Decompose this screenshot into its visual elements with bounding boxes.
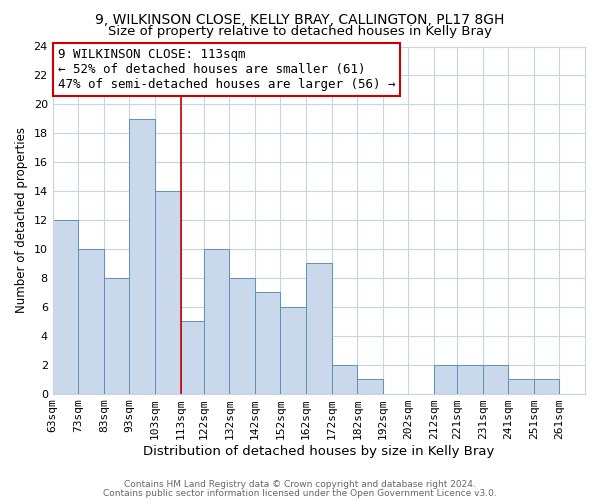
X-axis label: Distribution of detached houses by size in Kelly Bray: Distribution of detached houses by size …	[143, 444, 494, 458]
Bar	[457, 364, 482, 394]
Bar	[482, 364, 508, 394]
Bar	[357, 379, 383, 394]
Bar	[203, 249, 229, 394]
Bar	[332, 364, 357, 394]
Bar	[280, 307, 306, 394]
Bar	[155, 191, 181, 394]
Bar	[104, 278, 130, 394]
Bar	[78, 249, 104, 394]
Bar	[434, 364, 457, 394]
Bar	[508, 379, 534, 394]
Text: Contains HM Land Registry data © Crown copyright and database right 2024.: Contains HM Land Registry data © Crown c…	[124, 480, 476, 489]
Text: Contains public sector information licensed under the Open Government Licence v3: Contains public sector information licen…	[103, 488, 497, 498]
Bar	[53, 220, 78, 394]
Text: 9, WILKINSON CLOSE, KELLY BRAY, CALLINGTON, PL17 8GH: 9, WILKINSON CLOSE, KELLY BRAY, CALLINGT…	[95, 12, 505, 26]
Bar	[306, 264, 332, 394]
Bar	[130, 119, 155, 394]
Bar	[181, 322, 203, 394]
Bar	[534, 379, 559, 394]
Bar	[255, 292, 280, 394]
Text: Size of property relative to detached houses in Kelly Bray: Size of property relative to detached ho…	[108, 25, 492, 38]
Y-axis label: Number of detached properties: Number of detached properties	[15, 127, 28, 313]
Bar	[229, 278, 255, 394]
Text: 9 WILKINSON CLOSE: 113sqm
← 52% of detached houses are smaller (61)
47% of semi-: 9 WILKINSON CLOSE: 113sqm ← 52% of detac…	[58, 48, 395, 91]
